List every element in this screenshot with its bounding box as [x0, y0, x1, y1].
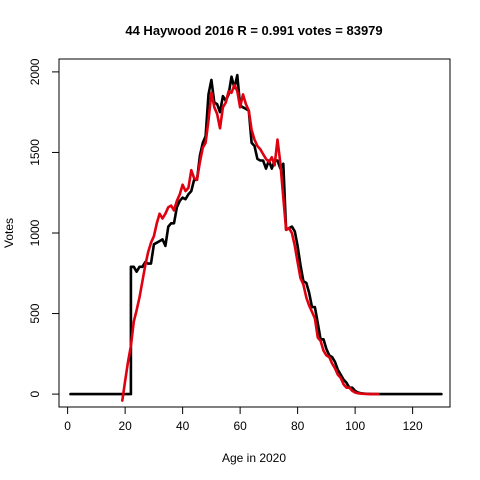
y-tick-label: 2000: [28, 58, 42, 85]
y-axis-label: Votes: [2, 218, 16, 248]
y-tick-label: 1000: [28, 219, 42, 246]
x-tick-label: 80: [291, 419, 305, 433]
x-tick-label: 120: [403, 419, 423, 433]
x-tick-label: 0: [64, 419, 71, 433]
plot-frame: [58, 58, 451, 408]
y-tick-label: 1500: [28, 139, 42, 166]
y-tick-label: 0: [28, 390, 42, 397]
x-tick-label: 40: [176, 419, 190, 433]
chart-title: 44 Haywood 2016 R = 0.991 votes = 83979: [125, 23, 382, 38]
series-line-red: [121, 83, 380, 402]
x-tick-label: 60: [233, 419, 247, 433]
series-line-black: [69, 73, 443, 396]
x-tick-label: 100: [345, 419, 365, 433]
series-group: [69, 73, 443, 402]
x-axis-label: Age in 2020: [222, 451, 286, 465]
y-axis: 0 500 1000 1500 2000: [28, 58, 60, 397]
x-tick-label: 20: [118, 419, 132, 433]
y-tick-label: 500: [28, 303, 42, 323]
x-axis: 0 20 40 60 80 100 120: [64, 406, 423, 433]
